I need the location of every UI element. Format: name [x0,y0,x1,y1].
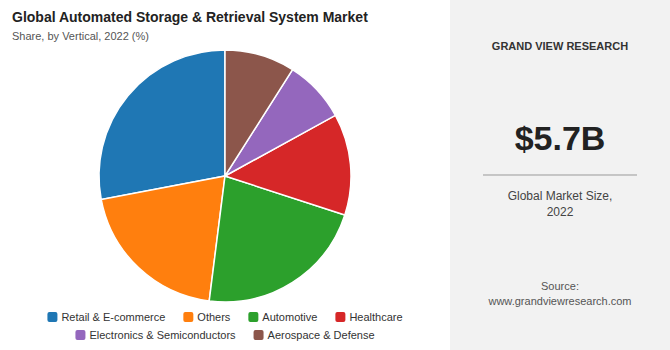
divider [483,175,637,176]
pie [99,50,351,302]
legend-label: Others [197,311,231,323]
legend-label: Aerospace & Defense [268,329,375,341]
chart-svg: Global Automated Storage & Retrieval Sys… [0,0,670,350]
legend-swatch [248,312,258,322]
title: Global Automated Storage & Retrieval Sys… [12,9,368,25]
legend-label: Automotive [262,311,317,323]
legend-swatch [254,330,264,340]
legend-swatch [75,330,85,340]
legend-item: Retail & E-commerce [47,311,165,323]
legend-item: Aerospace & Defense [254,329,375,341]
panel-background [450,0,670,350]
legend-item: Electronics & Semiconductors [75,329,236,341]
legend-label: Electronics & Semiconductors [89,329,236,341]
legend-item: Healthcare [335,311,402,323]
annotation: GRAND VIEW RESEARCH [492,40,628,52]
legend-item: Others [183,311,231,323]
legend-swatch [335,312,345,322]
info-panel: GRAND VIEW RESEARCH $5.7B Global Market Si… [450,0,670,350]
legend: Retail & E-commerce Others Automotive Healt… [47,311,402,341]
chart-container: Global Automated Storage & Retrieval Sys… [0,0,670,350]
annotation: Source:www.grandviewresearch.com [487,280,631,307]
legend-item: Automotive [248,311,317,323]
pie-slice [99,50,225,200]
legend-swatch [47,312,57,322]
legend-swatch [183,312,193,322]
annotation: Global Market Size,2022 [508,189,613,219]
subtitle: Share, by Vertical, 2022 (%) [12,30,149,42]
pie-slice [225,50,293,176]
legend-label: Retail & E-commerce [61,311,165,323]
legend-label: Healthcare [349,311,402,323]
pie-slice [101,176,225,301]
annotation: $5.7B [515,119,606,157]
